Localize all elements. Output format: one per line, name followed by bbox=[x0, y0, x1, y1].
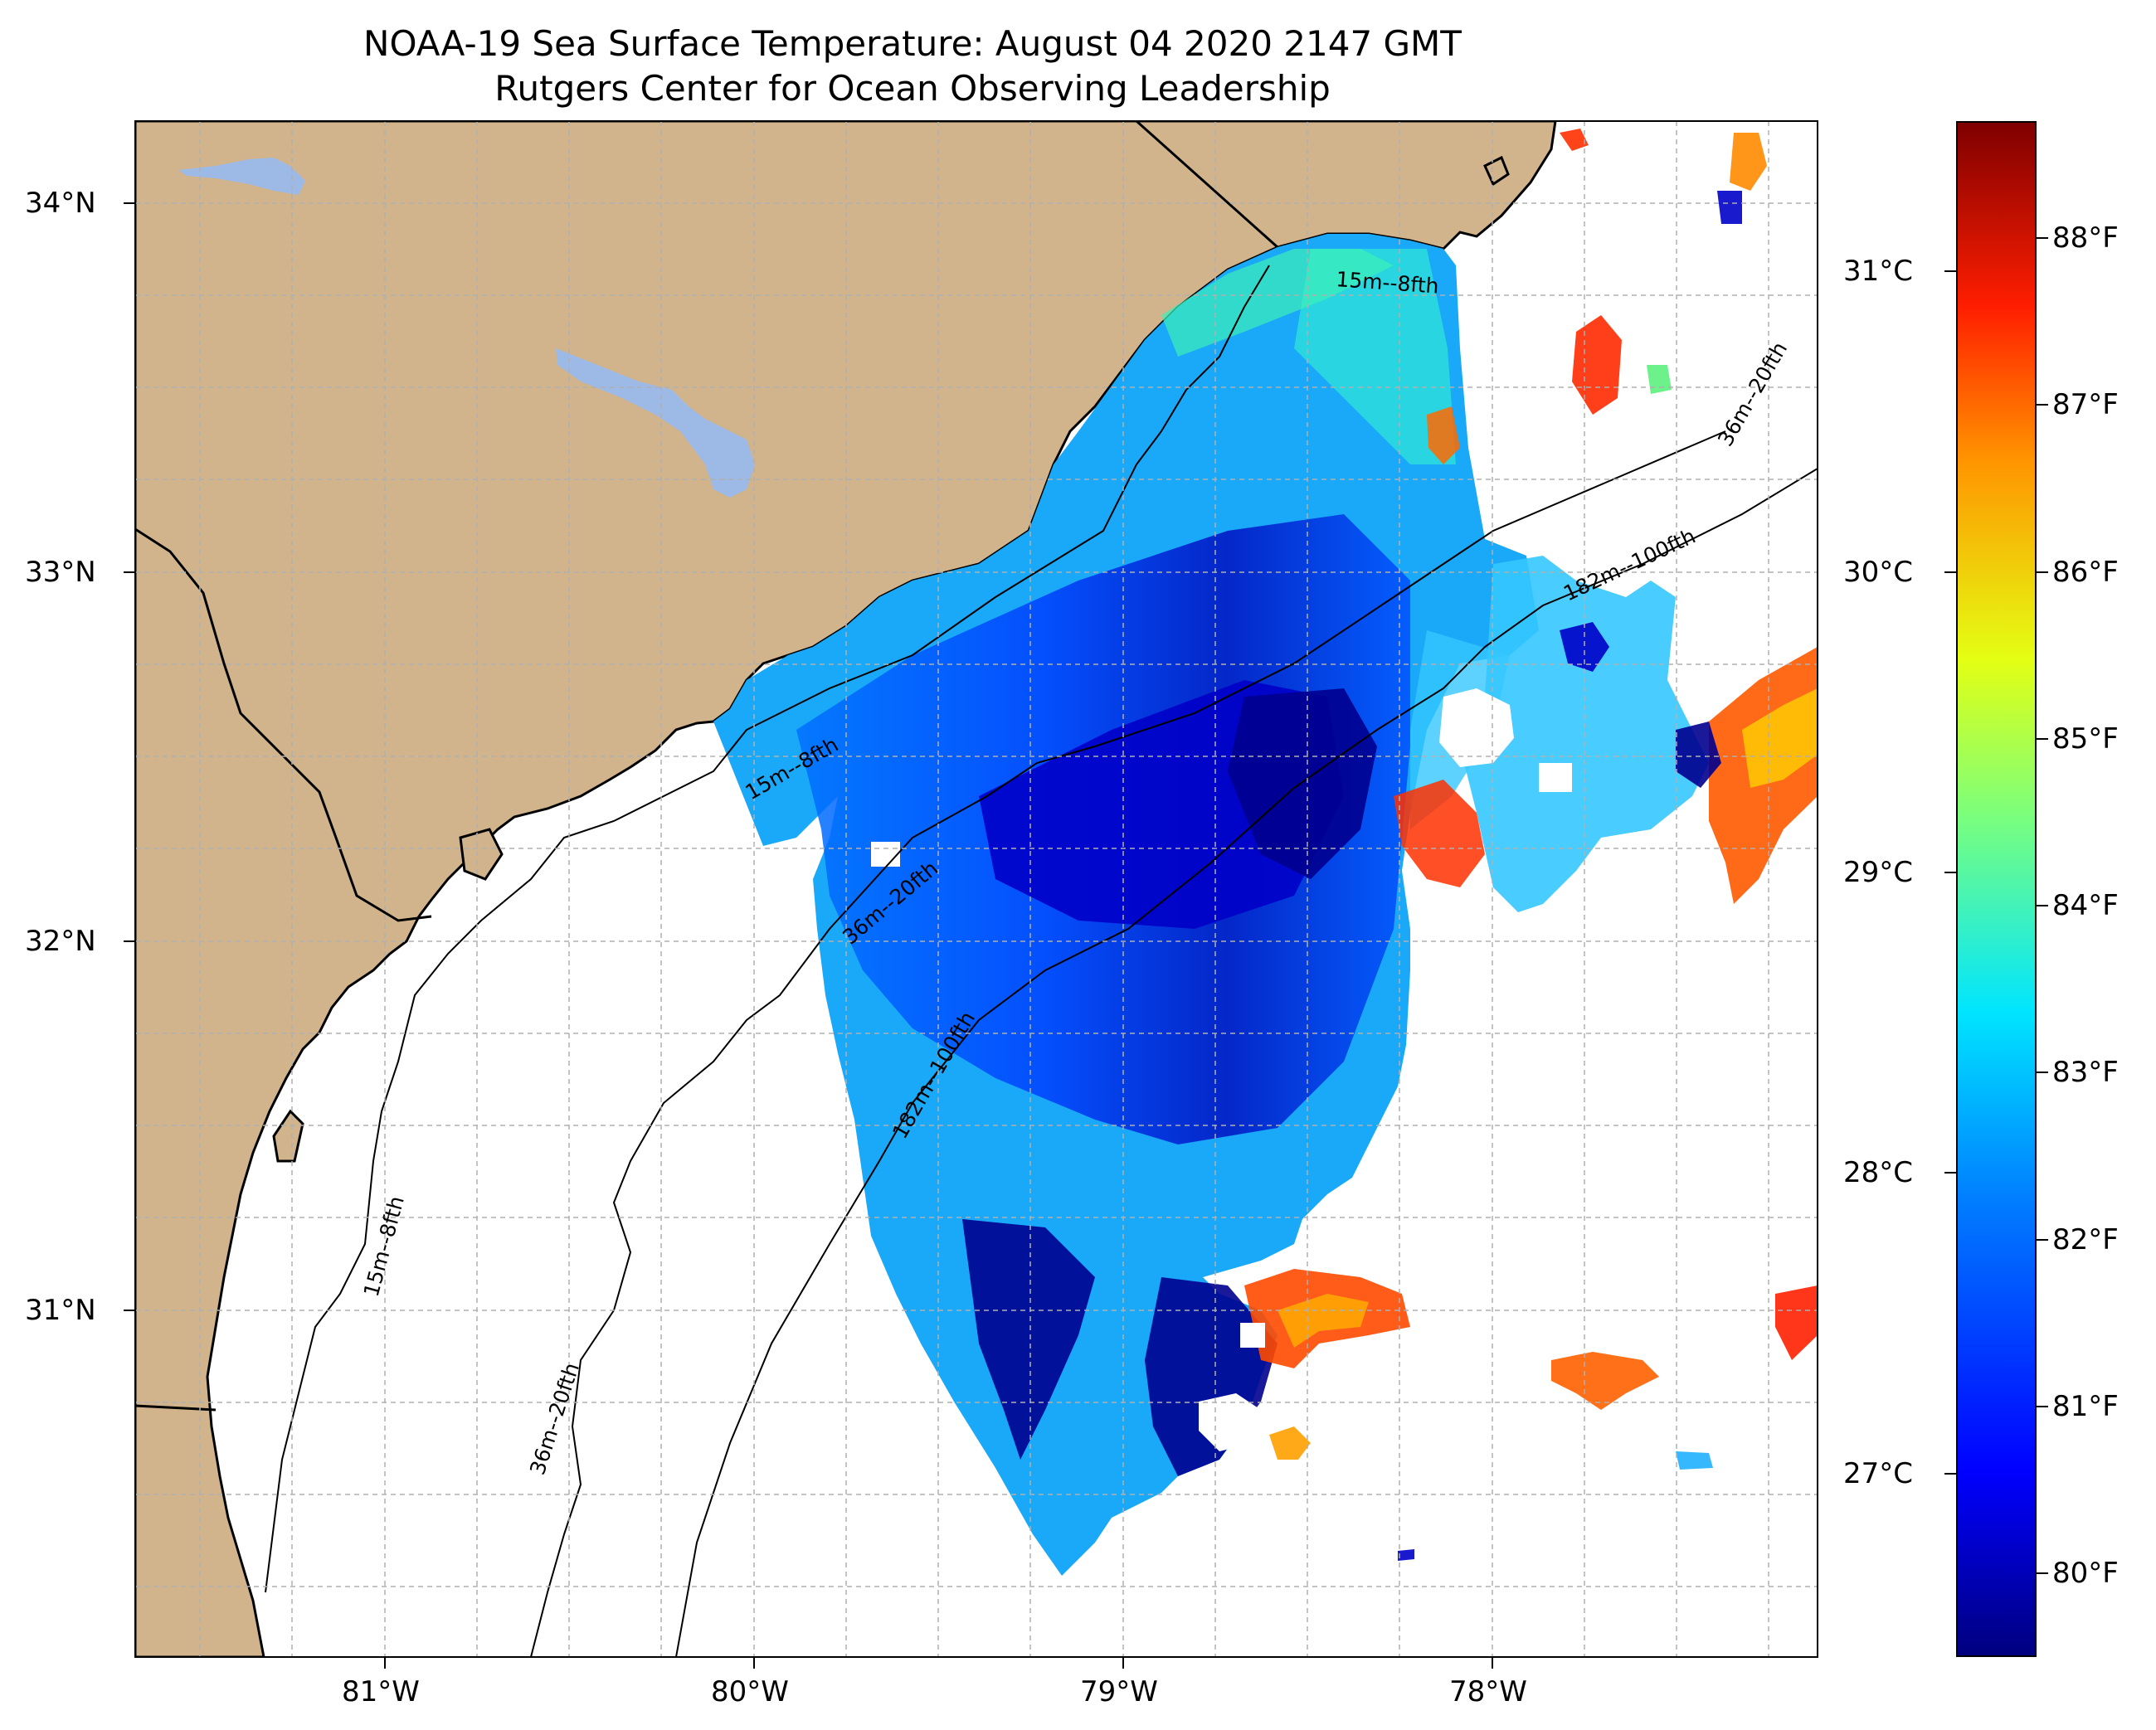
lake-small bbox=[178, 158, 305, 195]
colorbar-fahrenheit-label: 85°F bbox=[2052, 722, 2119, 756]
colorbar-tick bbox=[2037, 1072, 2048, 1074]
lat-tick-label: 32°N bbox=[25, 925, 96, 958]
colorbar-tick bbox=[2037, 737, 2048, 740]
lake-marion bbox=[556, 348, 755, 498]
colorbar-fahrenheit-label: 88°F bbox=[2052, 221, 2119, 255]
colorbar-fahrenheit-label: 84°F bbox=[2052, 889, 2119, 923]
map-frame bbox=[134, 120, 1818, 1658]
colorbar-fahrenheit-label: 80°F bbox=[2052, 1557, 2119, 1591]
colorbar-fahrenheit-label: 83°F bbox=[2052, 1056, 2119, 1090]
isobath-contours bbox=[265, 265, 1818, 1657]
sst-swath bbox=[713, 129, 1818, 1576]
lon-tick-label: 80°W bbox=[711, 1675, 789, 1708]
colorbar-fahrenheit-label: 82°F bbox=[2052, 1222, 2119, 1256]
lon-tick-label: 78°W bbox=[1449, 1675, 1527, 1708]
axis-tick-marks bbox=[124, 202, 1493, 1669]
colorbar-tick bbox=[1944, 270, 1956, 273]
land-northeast bbox=[1483, 155, 1510, 187]
land-island-1 bbox=[459, 828, 504, 881]
colorbar-tick bbox=[2037, 571, 2048, 573]
colorbar-celsius-label: 28°C bbox=[1843, 1156, 1914, 1190]
colorbar-tick bbox=[1944, 1172, 1956, 1174]
map-gridlines bbox=[135, 121, 1818, 1657]
colorbar-tick bbox=[1944, 571, 1956, 573]
map-title-line1: NOAA-19 Sea Surface Temperature: August … bbox=[363, 23, 1462, 64]
land-island-2 bbox=[272, 1109, 304, 1163]
isobath-15m-line bbox=[265, 265, 1270, 1593]
colorbar-celsius-label: 31°C bbox=[1843, 255, 1914, 289]
lon-tick-label: 81°W bbox=[342, 1675, 420, 1708]
colorbar-celsius-label: 27°C bbox=[1843, 1456, 1914, 1490]
colorbar-fahrenheit-label: 86°F bbox=[2052, 555, 2119, 589]
colorbar-fahrenheit-label: 81°F bbox=[2052, 1390, 2119, 1424]
colorbar-fahrenheit-label: 87°F bbox=[2052, 388, 2119, 422]
colorbar-tick bbox=[1944, 871, 1956, 873]
colorbar-celsius-label: 30°C bbox=[1843, 555, 1914, 589]
lat-tick-label: 31°N bbox=[25, 1294, 96, 1327]
map-title-line2: Rutgers Center for Ocean Observing Leade… bbox=[494, 68, 1331, 109]
state-boundary-nc bbox=[1136, 121, 1278, 249]
colorbar-tick bbox=[1944, 1472, 1956, 1475]
lon-tick-label: 79°W bbox=[1080, 1675, 1158, 1708]
colorbar-tick bbox=[2037, 1572, 2048, 1575]
colorbar-tick bbox=[2037, 905, 2048, 907]
state-boundary-ga-fl bbox=[135, 1404, 217, 1412]
colorbar-tick bbox=[2037, 1238, 2048, 1241]
colorbar-tick bbox=[2037, 404, 2048, 406]
colorbar-tick bbox=[2037, 236, 2048, 239]
isobath-182m-line bbox=[675, 468, 1818, 1657]
colorbar-celsius-label: 29°C bbox=[1843, 855, 1914, 889]
lat-tick-label: 33°N bbox=[25, 556, 96, 589]
temperature-colorbar bbox=[1956, 121, 2037, 1657]
isobath-36m-line bbox=[530, 430, 1726, 1657]
colorbar-tick bbox=[2037, 1406, 2048, 1408]
state-boundary-sc-ga bbox=[135, 527, 432, 922]
lat-tick-label: 34°N bbox=[25, 187, 96, 220]
